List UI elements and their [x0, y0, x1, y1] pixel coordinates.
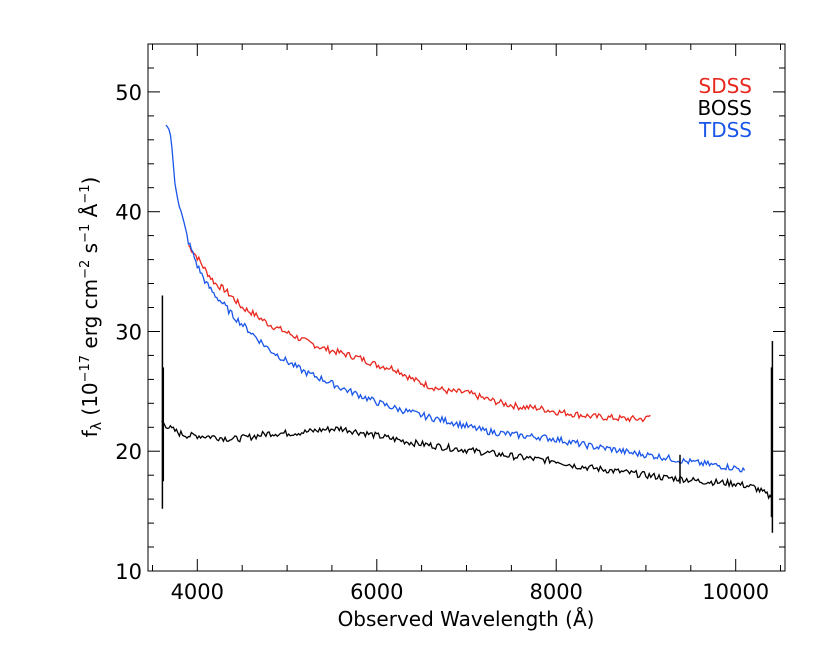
- series-line-boss: [161, 420, 773, 500]
- y-tick-label-30: 30: [115, 321, 142, 345]
- y-label-erg: erg cm: [78, 279, 102, 355]
- x-tick-label-4000: 4000: [171, 580, 224, 604]
- y-label-s: s: [78, 243, 102, 260]
- y-axis-label: fλ (10−17 erg cm−2 s−1 Å−1): [78, 177, 105, 438]
- legend-sdss: SDSS: [699, 74, 753, 98]
- legend-tdss: TDSS: [698, 118, 752, 142]
- legend: SDSS BOSS TDSS: [697, 74, 752, 142]
- y-tick-label-20: 20: [115, 440, 142, 464]
- x-tick-label-10000: 10000: [702, 580, 769, 604]
- y-label-f: f: [78, 429, 102, 437]
- x-tick-label-6000: 6000: [350, 580, 403, 604]
- y-label-open: (10: [78, 382, 102, 422]
- plot-frame: [147, 43, 786, 572]
- y-tick-label-50: 50: [115, 81, 142, 105]
- series-line-sdss: [187, 244, 651, 423]
- y-label-close: ): [78, 177, 102, 185]
- y-label-exp1b: −1: [78, 185, 93, 204]
- x-tick-label-8000: 8000: [529, 580, 582, 604]
- series-line-tdss: [165, 124, 746, 473]
- y-label-ang: Å: [78, 203, 102, 223]
- x-axis-label: Observed Wavelength (Å): [338, 607, 595, 631]
- y-tick-label-40: 40: [115, 201, 142, 225]
- series-layer: [161, 124, 774, 533]
- tick-layer: 4000 6000 8000 10000 10 20 30 40 50: [115, 43, 785, 604]
- legend-boss: BOSS: [697, 96, 752, 120]
- y-label-exp17: −17: [78, 355, 93, 382]
- y-tick-label-10: 10: [115, 560, 142, 584]
- y-label-lambda: λ: [89, 422, 105, 430]
- y-label-exp2: −2: [78, 260, 93, 279]
- y-label-exp1a: −1: [78, 224, 93, 243]
